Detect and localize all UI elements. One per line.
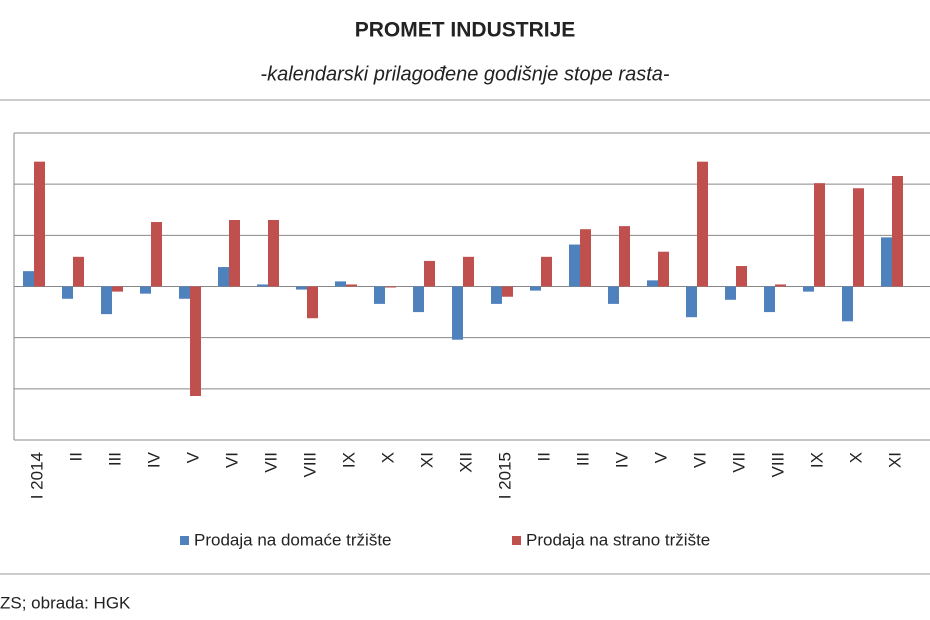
bar — [140, 286, 151, 294]
bar — [814, 183, 825, 287]
bar — [491, 286, 502, 304]
bar — [190, 286, 201, 396]
x-tick-label: IX — [339, 452, 358, 468]
bar — [23, 271, 34, 287]
x-tick-label: VI — [690, 452, 709, 468]
bar — [647, 280, 658, 287]
bar — [346, 284, 357, 287]
bar — [697, 161, 708, 287]
source: ZS; obrada: HGK — [0, 593, 131, 612]
bar — [463, 256, 474, 287]
x-tick-label: II — [534, 452, 553, 461]
bar — [580, 229, 591, 287]
bar — [736, 266, 747, 287]
bar — [179, 286, 190, 299]
bar — [569, 244, 580, 287]
x-tick-label: XI — [417, 452, 436, 468]
bar — [218, 267, 229, 287]
bar — [530, 286, 541, 291]
x-tick-label: VII — [261, 452, 280, 473]
bar — [385, 286, 396, 288]
x-tick-label: X — [378, 452, 397, 463]
x-tick-label: III — [573, 452, 592, 466]
legend-swatch — [512, 536, 521, 545]
chart-subtitle: -kalendarski prilagođene godišnje stope … — [260, 63, 669, 85]
bar — [335, 281, 346, 287]
bar — [608, 286, 619, 304]
legend-swatch — [180, 536, 189, 545]
x-tick-label: XII — [456, 452, 475, 473]
x-tick-label: XI — [885, 452, 904, 468]
legend-label: Prodaja na strano tržište — [526, 530, 710, 549]
bar — [112, 286, 123, 292]
bar — [502, 286, 513, 297]
bar — [803, 286, 814, 292]
bar — [374, 286, 385, 304]
bar — [62, 286, 73, 299]
x-tick-label: VIII — [300, 452, 319, 478]
bar — [34, 161, 45, 287]
x-tick-label: II — [66, 452, 85, 461]
x-tick-label: III — [105, 452, 124, 466]
bar — [268, 219, 279, 287]
x-tick-label: V — [651, 451, 670, 463]
bar — [101, 286, 112, 315]
bar — [413, 286, 424, 313]
bar — [853, 188, 864, 287]
x-tick-label: IX — [807, 452, 826, 468]
x-tick-label: I 2015 — [495, 452, 514, 499]
chart-title: PROMET INDUSTRIJE — [355, 19, 576, 42]
bar — [151, 222, 162, 287]
bar — [229, 219, 240, 287]
bar — [73, 256, 84, 287]
bar — [775, 284, 786, 287]
bar — [842, 286, 853, 322]
x-tick-label: IV — [144, 451, 163, 468]
x-tick-label: V — [183, 451, 202, 463]
x-tick-label: IV — [612, 451, 631, 468]
bar — [686, 286, 697, 318]
x-tick-label: VII — [729, 452, 748, 473]
x-tick-label: X — [846, 452, 865, 463]
bar — [881, 237, 892, 287]
bar — [541, 256, 552, 287]
bar — [257, 284, 268, 287]
x-tick-label: VIII — [768, 452, 787, 478]
bar — [764, 286, 775, 313]
bar — [658, 251, 669, 287]
legend-label: Prodaja na domaće tržište — [194, 530, 392, 549]
bar — [296, 286, 307, 290]
x-tick-label: I 2014 — [27, 452, 46, 499]
bar — [619, 226, 630, 287]
bar — [452, 286, 463, 340]
bar — [725, 286, 736, 300]
bar — [892, 175, 903, 287]
x-tick-label: VI — [222, 452, 241, 468]
plot — [13, 132, 930, 441]
bar — [424, 260, 435, 287]
bar — [307, 286, 318, 319]
